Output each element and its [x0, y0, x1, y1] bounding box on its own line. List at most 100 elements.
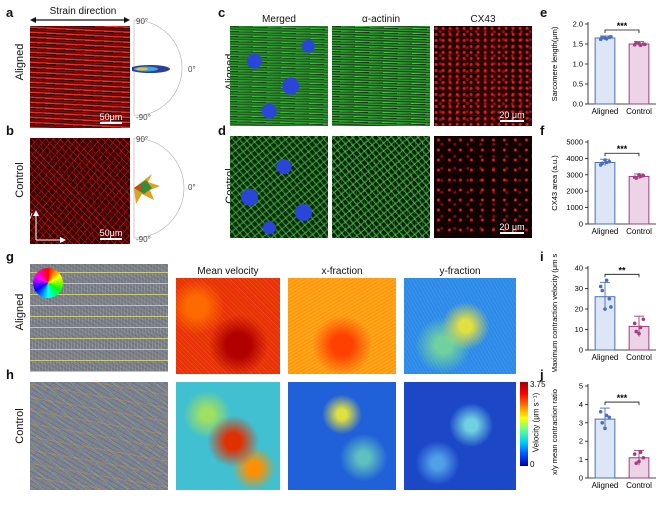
- chart-f-point: [607, 159, 612, 164]
- chart-e: Sarcomere length(μm) 0.0 0.5 1.0 1.5 2.0 Align…: [550, 20, 656, 116]
- chart-f-ytick-label: 4000: [566, 154, 583, 163]
- chart-i-point: [641, 317, 646, 322]
- panel-label-b: b: [6, 123, 14, 138]
- chart-j-point: [637, 459, 641, 464]
- chart-f-bar-control: [628, 175, 650, 225]
- chart-j-point: [604, 413, 609, 418]
- chart-e-ytick-label: 2.0: [573, 20, 583, 29]
- aligned-fibers-image: 50μm: [30, 26, 130, 128]
- chart-j: x/y mean contraction ratio 0 1 2 3 4 5 Aligned C…: [550, 382, 656, 490]
- chart-i-point: [600, 288, 605, 293]
- chart-f: CX43 area (a.u.) 0 1000 2000 3000 4000 5000 Ali…: [550, 138, 656, 236]
- panel-label-a: a: [6, 5, 14, 20]
- polar-label-bottom-b: -90°: [136, 235, 151, 244]
- aligned-x-fraction-map: [288, 278, 396, 374]
- chart-i-ylabel: Maximum contraction velocity (μm s⁻¹): [550, 254, 559, 372]
- chart-i: Maximum contraction velocity (μm s⁻¹) 0 10…: [550, 254, 656, 372]
- chart-e-point: [643, 42, 647, 47]
- chart-i-point: [637, 331, 641, 336]
- chart-e-ylabel: Sarcomere length(μm): [550, 26, 559, 101]
- polar-label-right-b: 0°: [188, 183, 196, 192]
- chart-e-sig-bracket: [604, 29, 640, 33]
- chart-e-ytick-label: 1.5: [573, 40, 583, 49]
- chart-f-xtick-label: Control: [626, 227, 652, 236]
- chart-j-point: [607, 415, 612, 420]
- chart-f-point: [634, 176, 639, 180]
- chart-i-point: [598, 284, 603, 289]
- chart-f-ytick-label: 5000: [566, 138, 583, 147]
- chart-j-sig-stars: ***: [617, 393, 628, 403]
- x-axis-label: x: [64, 242, 69, 246]
- chart-f-ylabel: CX43 area (a.u.): [550, 155, 559, 211]
- strain-direction-label: Strain direction: [49, 6, 117, 17]
- polar-label-bottom-a: -90°: [136, 113, 151, 122]
- chart-e-ytick-label: 0.0: [573, 100, 583, 109]
- chart-f-point: [604, 160, 609, 165]
- chart-f-sig-stars: ***: [617, 144, 628, 154]
- col-title-y-fraction: y-fraction: [439, 266, 481, 277]
- actinin-control-image: [332, 136, 430, 238]
- chart-j-point: [632, 452, 637, 456]
- panel-label-d: d: [218, 123, 226, 138]
- chart-i-ytick-label: 40: [575, 264, 583, 273]
- scalebar-d: 20 μm: [499, 222, 525, 234]
- col-title-actinin: α-actinin: [361, 14, 401, 25]
- strain-direction-arrow: [30, 17, 130, 23]
- colorbar-min-label: 0: [530, 460, 535, 469]
- chart-e-ytick-label: 1.0: [573, 60, 583, 69]
- chart-f-ytick-label: 3000: [566, 170, 583, 179]
- actinin-aligned-image: [332, 26, 430, 126]
- cx43-aligned-image: 20 μm: [434, 26, 532, 126]
- xy-axes-indicator: y x: [30, 210, 69, 246]
- control-brightfield-vectors: [30, 382, 168, 490]
- chart-i-ytick-label: 30: [575, 284, 583, 293]
- chart-j-sig-bracket: [604, 401, 640, 406]
- chart-j-point: [634, 461, 639, 466]
- chart-e-point: [604, 37, 609, 41]
- panel-label-g: g: [6, 249, 14, 264]
- chart-e-point: [609, 35, 613, 39]
- chart-j-point: [603, 426, 607, 431]
- chart-e-point: [600, 35, 605, 40]
- chart-e-xtick-label: Control: [626, 107, 652, 116]
- chart-f-xtick-label: Aligned: [592, 227, 619, 236]
- panel-label-f: f: [540, 123, 545, 138]
- merged-control-image: [230, 136, 328, 238]
- panel-label-j: j: [540, 367, 544, 382]
- chart-j-ytick-label: 1: [579, 455, 583, 464]
- chart-j-point: [638, 450, 643, 455]
- scalebar-b: 50μm: [99, 228, 123, 240]
- scalebar-c: 20 μm: [499, 110, 525, 122]
- chart-e-sig-stars: ***: [617, 21, 628, 31]
- chart-i-point: [638, 325, 643, 330]
- chart-j-ytick-label: 3: [579, 418, 583, 427]
- direction-color-wheel: [33, 268, 63, 298]
- row-label-control-b: Control: [14, 162, 26, 198]
- col-title-mean-velocity: Mean velocity: [197, 266, 259, 277]
- row-label-aligned-a: Aligned: [14, 43, 26, 81]
- col-title-cx43: CX43: [470, 14, 496, 25]
- panel-label-i: i: [540, 249, 544, 264]
- panel-label-c: c: [218, 5, 226, 20]
- polar-label-right-a: 0°: [188, 65, 196, 74]
- polar-plot-aligned: 90° 0° -90°: [132, 17, 196, 122]
- y-axis-label: y: [30, 210, 33, 220]
- chart-j-ytick-label: 0: [579, 474, 583, 483]
- chart-e-point: [638, 43, 643, 47]
- chart-j-point: [600, 421, 605, 425]
- chart-i-point: [607, 296, 612, 301]
- chart-j-point: [641, 455, 646, 460]
- chart-j-ytick-label: 2: [579, 437, 583, 446]
- chart-e-point: [634, 41, 639, 45]
- chart-e-bar-control: [628, 43, 650, 105]
- aligned-brightfield-vectors: [30, 264, 168, 372]
- chart-i-ytick-label: 10: [575, 325, 583, 334]
- polar-label-top-a: 90°: [136, 17, 148, 26]
- chart-f-ytick-label: 0: [579, 220, 583, 229]
- control-x-fraction-map: [288, 382, 396, 490]
- chart-j-ytick-label: 5: [579, 382, 583, 391]
- chart-i-ytick-label: 0: [579, 346, 583, 355]
- chart-f-point: [600, 161, 605, 166]
- chart-f-ytick-label: 2000: [566, 187, 583, 196]
- scalebar-a: 50μm: [99, 112, 123, 124]
